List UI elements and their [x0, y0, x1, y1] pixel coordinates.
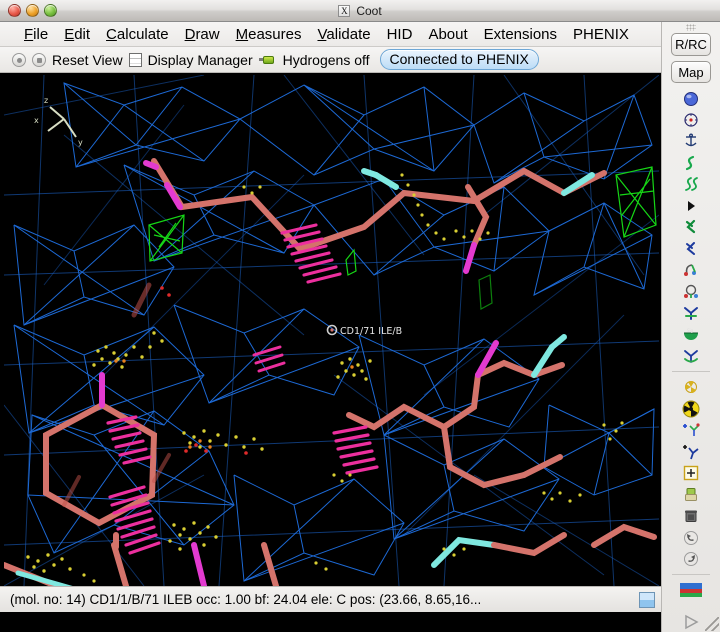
connected-to-phenix-badge[interactable]: Connected to PHENIX	[379, 49, 539, 70]
tool-bar: Reset View Display Manager Hydrogens off…	[0, 47, 661, 73]
ribbon-single-icon[interactable]	[678, 153, 704, 173]
radiation-small-icon[interactable]	[678, 377, 704, 397]
menu-validate[interactable]: Validate	[317, 25, 371, 43]
window-controls	[0, 4, 57, 17]
svg-text:z: z	[44, 96, 48, 105]
undo-icon[interactable]	[678, 527, 704, 547]
sphere-icon[interactable]	[678, 88, 704, 108]
svg-text:Sig: Sig	[687, 328, 694, 333]
radiation-icon[interactable]	[678, 399, 704, 419]
right-toolbar: R/RC Map	[661, 22, 720, 632]
menu-file[interactable]: File	[24, 25, 49, 43]
display-manager-button[interactable]: Display Manager	[147, 51, 253, 68]
orientation-axes: z x y	[34, 96, 83, 147]
plug-icon[interactable]	[258, 54, 277, 66]
menu-hid[interactable]: HID	[386, 25, 413, 43]
chi-blue-icon[interactable]	[678, 239, 704, 259]
menu-edit-label: dit	[74, 25, 91, 43]
contact-dots	[26, 173, 624, 583]
ribbon-double-icon[interactable]	[678, 174, 704, 194]
menu-file-label: ile	[33, 25, 49, 43]
menu-extensions[interactable]: Extensions	[483, 25, 558, 43]
pink-ribbon-features	[106, 223, 379, 555]
window-title: Coot	[356, 3, 382, 18]
status-text: (mol. no: 14) CD1/1/B/71 ILEB occ: 1.00 …	[10, 592, 482, 607]
radio-circle-icon[interactable]	[12, 52, 26, 67]
menu-draw[interactable]: Draw	[184, 25, 220, 43]
menu-phenix[interactable]: PHENIX	[573, 25, 629, 43]
difference-map-positive	[148, 166, 657, 310]
toolbar-drag-handle[interactable]	[686, 24, 696, 32]
add-residue-icon[interactable]	[678, 442, 704, 462]
atom-label: CD1/71 ILE/B	[340, 326, 402, 337]
rigid-body-icon[interactable]	[678, 346, 704, 366]
anchor-icon[interactable]	[678, 131, 704, 151]
triangle-right-icon[interactable]	[678, 196, 704, 216]
title-bar: X Coot	[0, 0, 720, 22]
contact-dots-orange	[114, 359, 354, 449]
contact-dots-red	[160, 286, 248, 455]
play-triangle-icon[interactable]	[678, 612, 704, 632]
pepflip-icon[interactable]	[678, 281, 704, 301]
reset-view-button[interactable]: Reset View	[52, 51, 123, 68]
eraser-icon[interactable]	[678, 484, 704, 504]
color-bar-icon[interactable]	[678, 580, 704, 600]
menu-measures-label: easures	[248, 25, 302, 43]
minimize-button[interactable]	[26, 4, 39, 17]
statusbar-indicator[interactable]	[639, 591, 655, 608]
maximize-button[interactable]	[44, 4, 57, 17]
sidebar-separator-2	[672, 574, 710, 576]
hydrogens-button[interactable]: Hydrogens off	[282, 51, 370, 68]
plus-box-icon[interactable]	[678, 463, 704, 483]
x-window-icon: X	[338, 4, 351, 17]
sidechain-flip-icon[interactable]	[678, 303, 704, 323]
redo-icon[interactable]	[678, 549, 704, 569]
menu-calculate[interactable]: Calculate	[106, 25, 169, 43]
add-atom-icon[interactable]	[678, 420, 704, 440]
menu-bar: File Edit Calculate Draw Measures Valida…	[0, 22, 661, 47]
menu-edit[interactable]: Edit	[64, 25, 91, 43]
electron-density-mesh	[4, 75, 659, 586]
map-bowl-icon[interactable]: Sig	[678, 324, 704, 344]
menu-about[interactable]: About	[428, 25, 468, 43]
svg-text:x: x	[34, 116, 39, 125]
ring-dot-icon[interactable]	[678, 110, 704, 130]
close-button[interactable]	[8, 4, 21, 17]
molecular-graphics-viewport[interactable]: z x y CD1/71 ILE/B	[4, 75, 659, 586]
trash-icon[interactable]	[678, 506, 704, 526]
menu-measures[interactable]: Measures	[235, 25, 302, 43]
status-bar: (mol. no: 14) CD1/1/B/71 ILEB occ: 1.00 …	[0, 586, 661, 612]
layers-icon[interactable]	[128, 52, 142, 67]
window-title-group: X Coot	[0, 4, 720, 18]
chi-green-icon[interactable]	[678, 217, 704, 237]
svg-text:y: y	[78, 138, 83, 147]
menu-draw-label: raw	[195, 25, 220, 43]
menu-calculate-label: alculate	[116, 25, 169, 43]
map-button[interactable]: Map	[671, 60, 711, 84]
window-resize-grip[interactable]	[705, 617, 719, 631]
menu-validate-label: alidate	[326, 25, 371, 43]
selected-atom-marker	[326, 324, 338, 336]
torsion-rotate-icon[interactable]	[678, 260, 704, 280]
protein-model-bonds	[4, 158, 657, 586]
map-and-model-render: z x y CD1/71 ILE/B	[4, 75, 659, 586]
radio-square-icon[interactable]	[32, 52, 46, 67]
sidebar-separator	[672, 371, 710, 373]
rcrc-button[interactable]: R/RC	[671, 33, 711, 56]
